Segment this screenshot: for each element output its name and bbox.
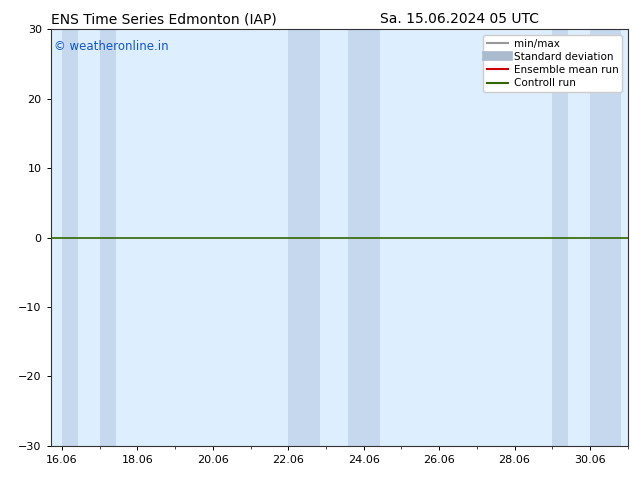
Text: © weatheronline.in: © weatheronline.in	[54, 40, 168, 53]
Legend: min/max, Standard deviation, Ensemble mean run, Controll run: min/max, Standard deviation, Ensemble me…	[483, 35, 623, 92]
Bar	[100, 29, 115, 446]
Bar	[552, 29, 568, 446]
Bar	[288, 29, 320, 446]
Bar	[348, 29, 380, 446]
Text: Sa. 15.06.2024 05 UTC: Sa. 15.06.2024 05 UTC	[380, 12, 540, 26]
Bar	[62, 29, 78, 446]
Bar	[590, 29, 621, 446]
Text: ENS Time Series Edmonton (IAP): ENS Time Series Edmonton (IAP)	[51, 12, 276, 26]
